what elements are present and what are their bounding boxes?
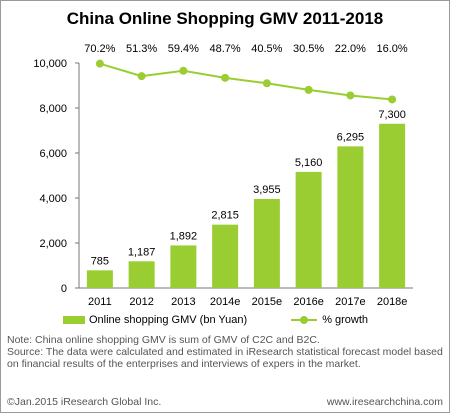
y-tick-label: 0 [61, 283, 67, 295]
copyright-text: ©Jan.2015 iResearch Global Inc. [7, 396, 162, 408]
chart-title: China Online Shopping GMV 2011-2018 [66, 9, 384, 28]
bar-2013 [170, 245, 197, 288]
bar-value-label: 1,892 [170, 230, 198, 242]
x-tick-label: 2013 [171, 296, 195, 308]
growth-point-2016e [304, 85, 313, 94]
growth-value-label: 40.5% [251, 43, 282, 55]
growth-point-2015e [262, 79, 271, 88]
growth-value-label: 48.7% [210, 43, 241, 55]
growth-value-label: 22.0% [335, 43, 366, 55]
growth-point-2011 [95, 59, 104, 68]
y-tick-label: 4,000 [39, 193, 67, 205]
legend-bar-label: Online shopping GMV (bn Yuan) [89, 314, 248, 326]
y-tick-label: 10,000 [33, 58, 67, 70]
website-text: www.iresearchchina.com [326, 396, 443, 408]
bar-value-label: 3,955 [253, 184, 281, 196]
y-tick-label: 6,000 [39, 148, 67, 160]
bar-2018e [379, 123, 406, 288]
bar-value-label: 785 [91, 255, 109, 267]
bar-2014e [212, 224, 239, 288]
growth-line [99, 62, 393, 101]
bar-value-label: 7,300 [378, 109, 406, 121]
x-tick-label: 2012 [129, 296, 153, 308]
chart-note: Note: China online shopping GMV is sum o… [7, 334, 445, 370]
growth-point-2012 [137, 72, 146, 81]
y-tick-label: 2,000 [39, 238, 67, 250]
legend-bar-swatch [63, 316, 85, 324]
growth-value-label: 30.5% [293, 43, 324, 55]
growth-value-label: 59.4% [168, 43, 199, 55]
bar-2012 [128, 261, 155, 288]
legend-line-label: % growth [322, 314, 369, 326]
bar-value-label: 1,187 [128, 246, 156, 258]
x-tick-label: 2014e [210, 296, 241, 308]
x-tick-label: 2016e [293, 296, 324, 308]
x-tick-label: 2011 [88, 296, 112, 308]
note-line-1: Note: China online shopping GMV is sum o… [7, 334, 320, 346]
growth-value-label: 70.2% [84, 43, 115, 55]
legend-item-gmv: Online shopping GMV (bn Yuan) [63, 314, 247, 326]
bar-value-label: 5,160 [295, 157, 323, 169]
legend-line-swatch [291, 316, 318, 324]
bar-2017e [337, 146, 364, 288]
growth-point-2013 [179, 66, 188, 75]
y-tick-label: 8,000 [39, 103, 67, 115]
bar-2011 [86, 270, 113, 288]
growth-value-label: 16.0% [377, 43, 408, 55]
growth-value-label: 51.3% [126, 43, 157, 55]
growth-point-2017e [346, 91, 355, 100]
bar-2015e [253, 199, 280, 288]
chart-plot: 0 2,000 4,000 6,000 8,000 10,000 785 2011 1,187 2… [33, 43, 413, 308]
legend-item-growth: % growth [291, 314, 368, 326]
chart-legend: Online shopping GMV (bn Yuan) % growth [63, 314, 368, 326]
bar-value-label: 6,295 [337, 131, 365, 143]
x-tick-label: 2015e [252, 296, 283, 308]
bar-value-label: 2,815 [211, 210, 239, 222]
x-tick-label: 2018e [377, 296, 408, 308]
x-tick-label: 2017e [335, 296, 366, 308]
growth-point-2014e [221, 73, 230, 82]
note-source: Source: The data were calculated and est… [7, 346, 443, 370]
growth-point-2018e [388, 95, 397, 104]
bar-2016e [295, 171, 322, 288]
